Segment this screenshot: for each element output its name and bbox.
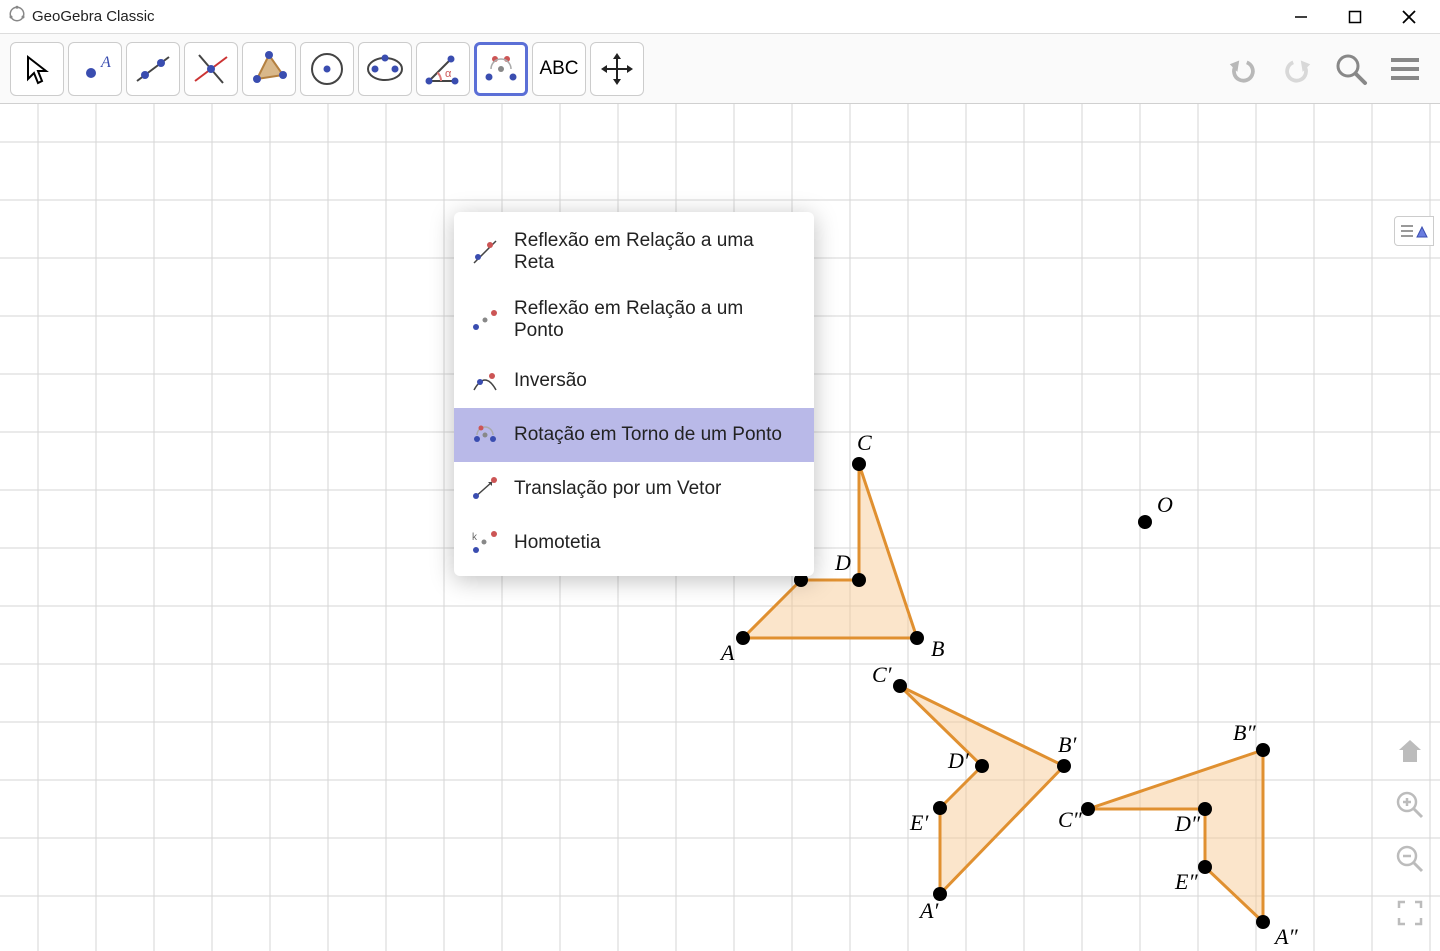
point-label: C <box>857 430 872 455</box>
app-title: GeoGebra Classic <box>32 8 155 25</box>
transform-tool[interactable] <box>474 42 528 96</box>
point-B[interactable] <box>910 631 924 645</box>
point-A″[interactable] <box>1256 915 1270 929</box>
redo-button[interactable] <box>1280 52 1314 86</box>
svg-text:α: α <box>445 68 452 80</box>
point-label: B′ <box>1058 732 1077 757</box>
point-label: A <box>719 640 735 665</box>
menu-item-label: Reflexão em Relação a um Ponto <box>514 298 798 342</box>
point-A[interactable] <box>736 631 750 645</box>
point-D″[interactable] <box>1198 802 1212 816</box>
svg-text:k: k <box>472 532 478 543</box>
point-B″[interactable] <box>1256 743 1270 757</box>
perpendicular-tool[interactable] <box>184 42 238 96</box>
point-label: B <box>931 636 944 661</box>
menu-item-label: Homotetia <box>514 532 601 554</box>
point-E′[interactable] <box>933 801 947 815</box>
menu-item-homothety[interactable]: k Homotetia <box>454 516 814 570</box>
point-label: C″ <box>1058 807 1083 832</box>
home-button[interactable] <box>1394 735 1426 767</box>
point-label: A″ <box>1273 924 1298 949</box>
minimize-button[interactable] <box>1274 2 1328 32</box>
toolbar: Aα ABC <box>0 34 1440 104</box>
view-controls <box>1394 735 1426 929</box>
translation-icon <box>470 474 500 504</box>
homothety-icon: k <box>470 528 500 558</box>
canvas-area[interactable]: ABCDEA′B′C′D′E′A″B″C″D″E″O Reflexão em R… <box>0 104 1440 951</box>
point-B′[interactable] <box>1057 759 1071 773</box>
menu-item-label: Rotação em Torno de um Ponto <box>514 424 782 446</box>
inversion-icon <box>470 366 500 396</box>
menu-item-label: Inversão <box>514 370 587 392</box>
app-icon <box>8 5 26 28</box>
maximize-button[interactable] <box>1328 2 1382 32</box>
point-label: C′ <box>872 662 893 687</box>
svg-text:A: A <box>100 54 111 71</box>
menu-item-translation[interactable]: Translação por um Vetor <box>454 462 814 516</box>
move-tool[interactable] <box>10 42 64 96</box>
text-tool[interactable]: ABC <box>532 42 586 96</box>
point-label: E″ <box>1174 869 1198 894</box>
style-bar-toggle[interactable] <box>1394 216 1434 246</box>
reflect-point-icon <box>470 305 500 335</box>
zoom-out-button[interactable] <box>1394 843 1426 875</box>
menu-item-reflect-line[interactable]: Reflexão em Relação a uma Reta <box>454 218 814 286</box>
window-controls <box>1274 2 1436 32</box>
close-button[interactable] <box>1382 2 1436 32</box>
angle-tool[interactable]: α <box>416 42 470 96</box>
point-label: O <box>1157 492 1173 517</box>
menu-item-rotation[interactable]: Rotação em Torno de um Ponto <box>454 408 814 462</box>
circle-tool[interactable] <box>300 42 354 96</box>
reflect-line-icon <box>470 237 500 267</box>
titlebar: GeoGebra Classic <box>0 0 1440 34</box>
pan-tool[interactable] <box>590 42 644 96</box>
point-label: D″ <box>1174 811 1201 836</box>
point-label: D <box>834 550 851 575</box>
line-tool[interactable] <box>126 42 180 96</box>
menu-item-label: Reflexão em Relação a uma Reta <box>514 230 798 274</box>
point-E″[interactable] <box>1198 860 1212 874</box>
fullscreen-button[interactable] <box>1394 897 1426 929</box>
polygon-tool[interactable] <box>242 42 296 96</box>
point-label: E′ <box>909 810 929 835</box>
menu-item-label: Translação por um Vetor <box>514 478 721 500</box>
point-label: D′ <box>947 748 970 773</box>
ellipse-tool[interactable] <box>358 42 412 96</box>
point-C[interactable] <box>852 457 866 471</box>
point-D[interactable] <box>852 573 866 587</box>
rotation-icon <box>470 420 500 450</box>
zoom-in-button[interactable] <box>1394 789 1426 821</box>
undo-button[interactable] <box>1226 52 1260 86</box>
point-tool[interactable]: A <box>68 42 122 96</box>
search-button[interactable] <box>1334 52 1368 86</box>
point-label: A′ <box>918 898 939 923</box>
transform-dropdown: Reflexão em Relação a uma Reta Reflexão e… <box>454 212 814 576</box>
point-C″[interactable] <box>1081 802 1095 816</box>
point-label: B″ <box>1233 720 1256 745</box>
point-C′[interactable] <box>893 679 907 693</box>
menu-button[interactable] <box>1388 52 1422 86</box>
menu-item-inversion[interactable]: Inversão <box>454 354 814 408</box>
menu-item-reflect-point[interactable]: Reflexão em Relação a um Ponto <box>454 286 814 354</box>
point-O[interactable] <box>1138 515 1152 529</box>
point-D′[interactable] <box>975 759 989 773</box>
